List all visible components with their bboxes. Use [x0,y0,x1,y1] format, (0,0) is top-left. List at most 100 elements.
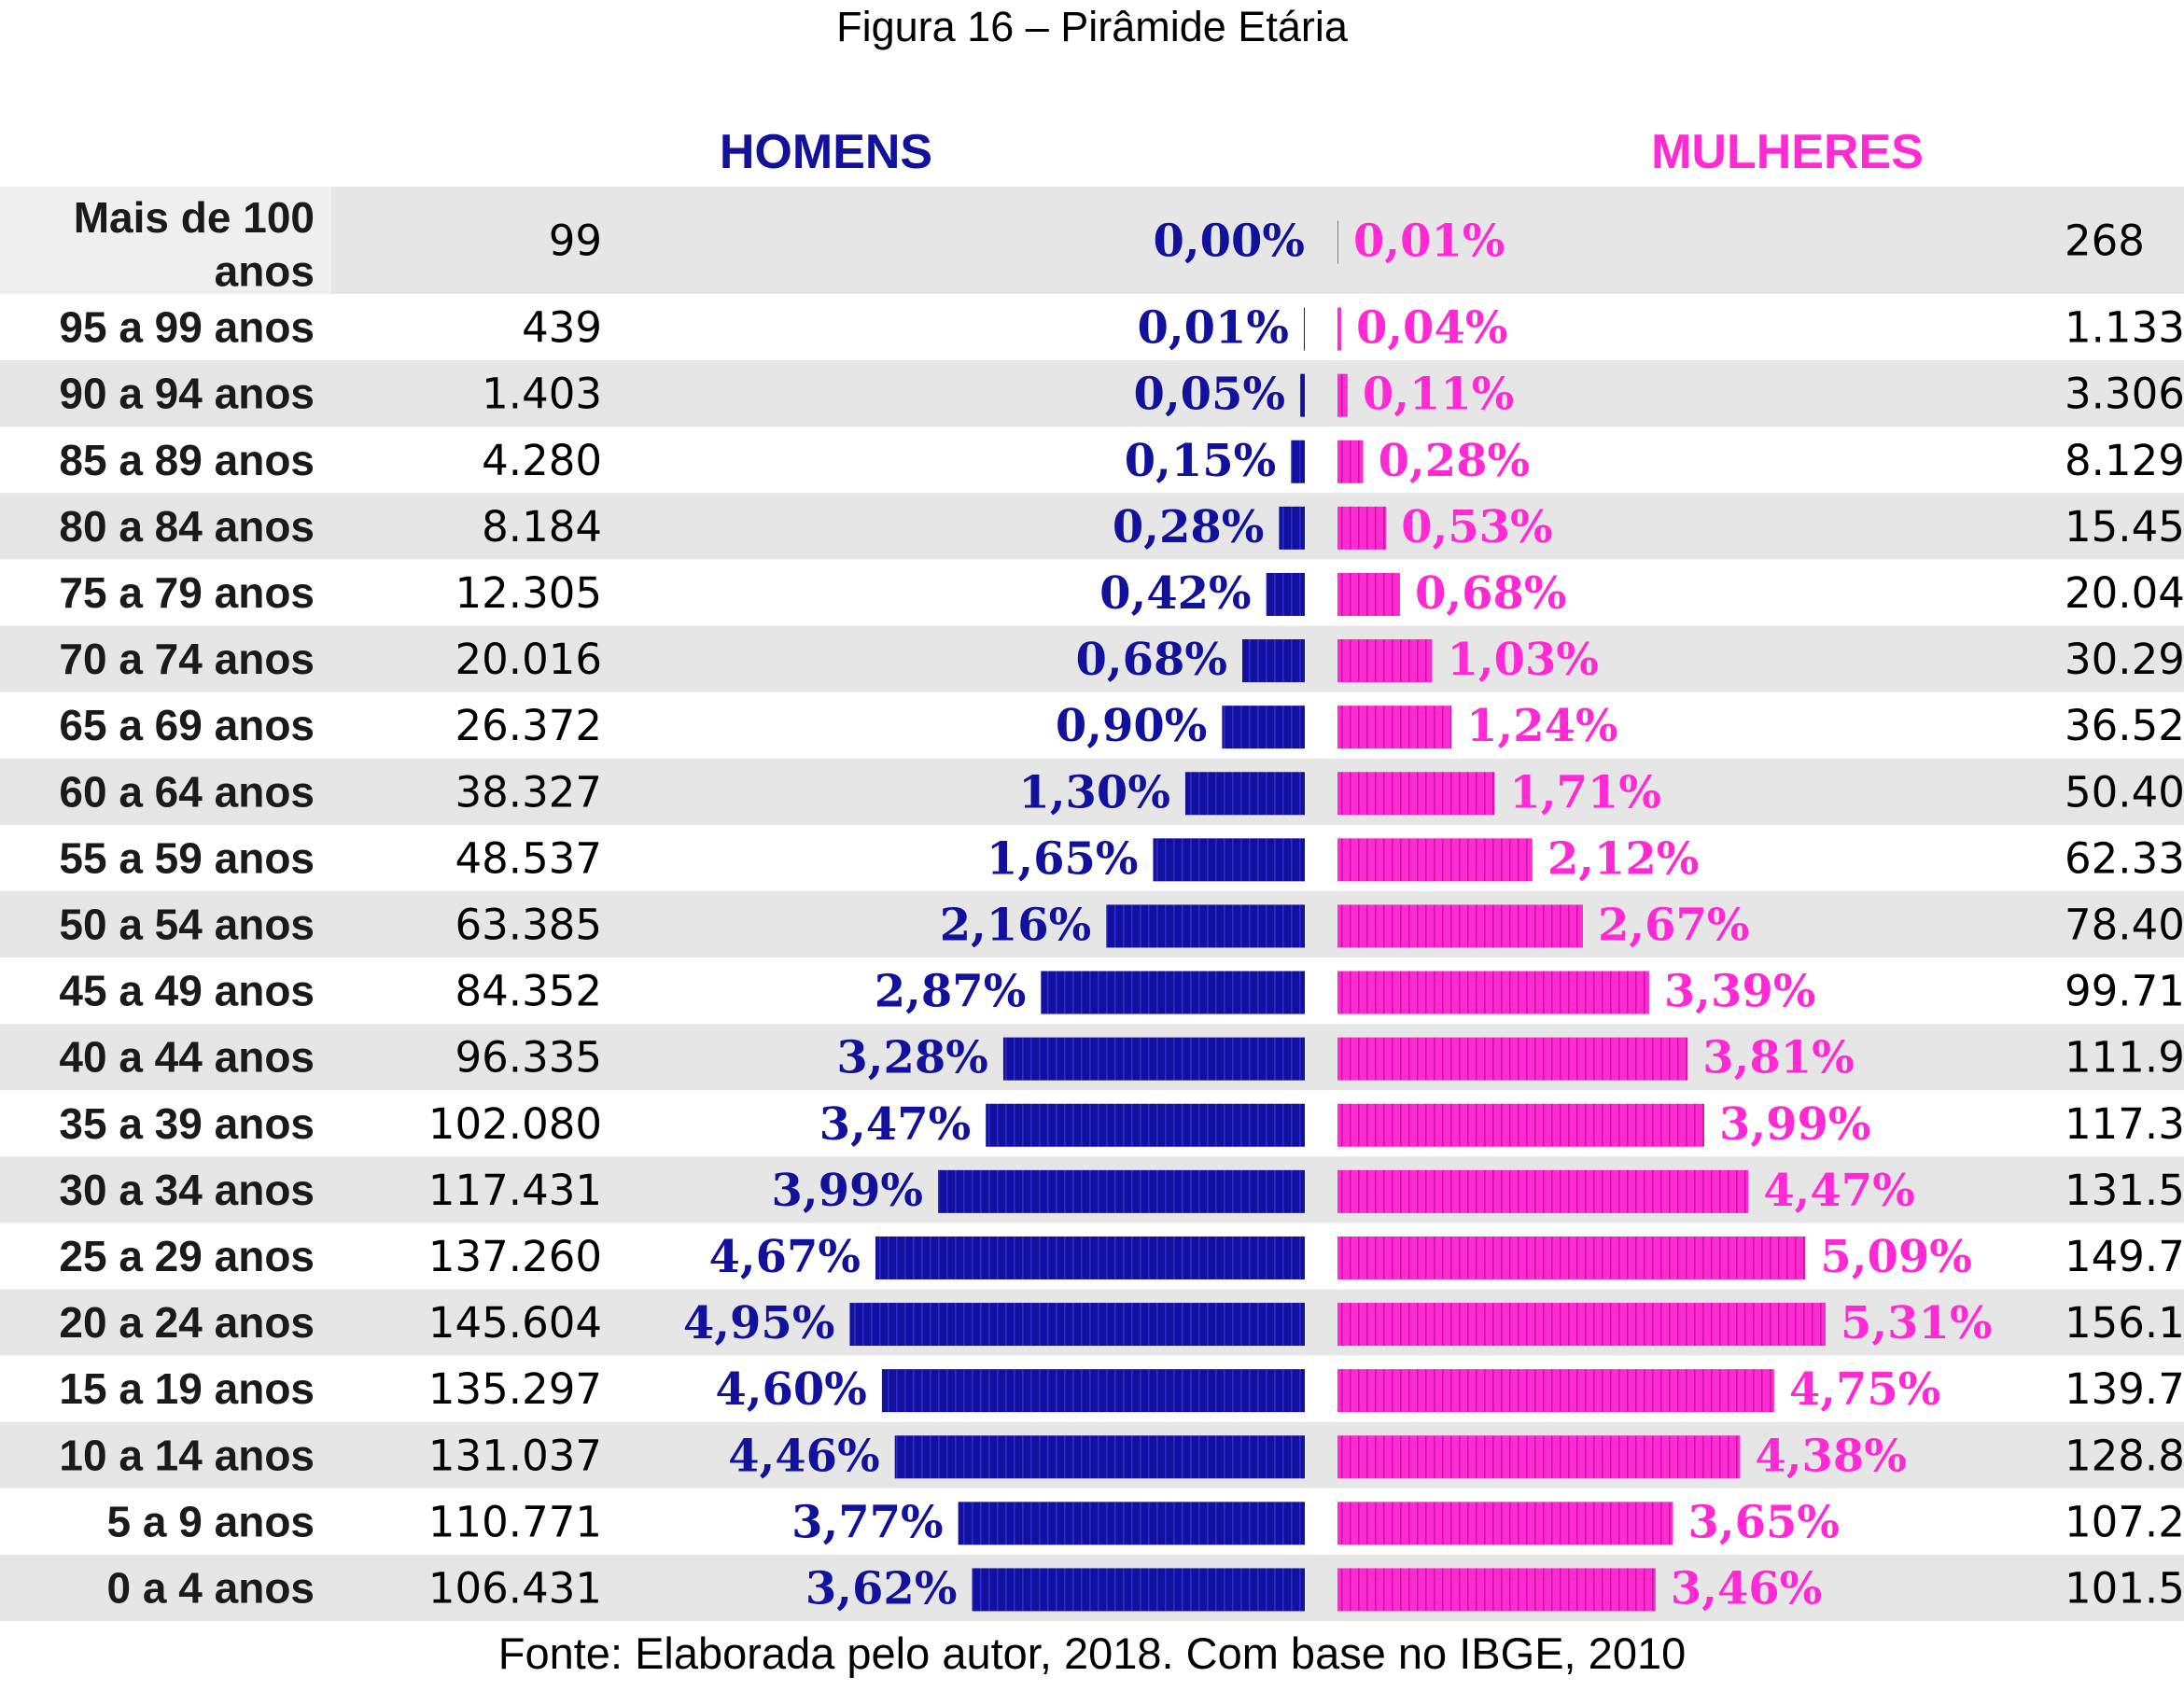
men-count: 439 [522,303,602,353]
men-count: 48.537 [455,833,602,883]
women-count: 149.7 [2065,1232,2184,1281]
age-label: 35 a 39 anos [59,1099,315,1148]
women-percent-label: 4,75% [1789,1363,1941,1416]
men-bar [849,1303,1305,1347]
men-count: 131.037 [428,1431,602,1480]
women-percent-label: 3,99% [1719,1098,1871,1151]
row-stripe [0,493,2184,560]
men-percent-label: 4,67% [708,1231,861,1283]
figure-title: Figura 16 – Pirâmide Etária [836,3,1348,50]
women-count: 268 [2065,217,2145,266]
women-bar [1337,1169,1749,1213]
age-label: 95 a 99 anos [59,303,315,352]
men-percent-label: 0,90% [1056,700,1208,752]
men-count: 12.305 [455,568,602,618]
women-count: 131.5 [2065,1166,2184,1215]
men-percent-label: 0,68% [1076,634,1228,686]
men-percent-label: 3,47% [819,1098,972,1151]
age-label: 65 a 69 anos [59,701,315,749]
women-percent-label: 2,67% [1598,899,1750,951]
women-bar [1337,373,1348,417]
women-count: 30.29 [2065,635,2184,684]
men-bar [1106,904,1305,948]
men-count: 117.431 [428,1166,602,1215]
women-bar [1337,1369,1774,1413]
men-percent-label: 3,77% [791,1496,944,1548]
women-percent-label: 3,65% [1688,1496,1841,1548]
men-percent-label: 3,28% [836,1032,988,1084]
men-bar [1266,572,1305,616]
men-count: 63.385 [455,900,602,949]
men-percent-label: 0,01% [1137,302,1289,355]
women-count: 156.1 [2065,1298,2184,1348]
men-bar [875,1236,1305,1279]
women-count: 111.9 [2065,1033,2184,1083]
men-percent-label: 0,00% [1153,216,1305,268]
age-label: 85 a 89 anos [59,436,315,484]
men-bar [1184,772,1305,816]
women-bar [1337,1103,1705,1147]
age-label: 75 a 79 anos [59,568,315,617]
men-count: 84.352 [455,967,602,1016]
age-label: 50 a 54 anos [59,900,315,948]
men-bar [958,1502,1305,1545]
women-bar [1337,307,1341,351]
women-bar [1337,1502,1673,1545]
men-count: 1.403 [482,370,602,419]
men-bar [1300,373,1305,417]
women-percent-label: 0,04% [1356,302,1508,355]
men-bar [1304,307,1305,351]
women-count: 78.40 [2065,900,2184,949]
age-label: 0 a 4 anos [107,1563,315,1612]
women-bar [1337,1037,1688,1081]
women-header: MULHERES [1651,125,1924,179]
men-percent-label: 1,30% [1018,766,1170,818]
men-count: 8.184 [482,502,602,552]
men-bar [894,1435,1305,1479]
women-count: 20.04 [2065,568,2184,618]
men-count: 102.080 [428,1099,602,1149]
women-bar [1337,1236,1806,1279]
women-percent-label: 4,47% [1763,1165,1915,1217]
men-bar [1279,506,1305,550]
women-bar [1337,838,1533,882]
women-percent-label: 3,39% [1664,966,1816,1018]
row-stripe [0,360,2184,427]
age-label: 15 a 19 anos [59,1364,315,1413]
women-percent-label: 5,31% [1841,1297,1993,1349]
women-percent-label: 0,11% [1363,369,1515,421]
women-bar [1337,1303,1827,1347]
age-label: 40 a 44 anos [59,1033,315,1082]
women-bar [1337,506,1387,550]
men-bar [1002,1037,1305,1081]
row-stripe [0,890,2184,957]
men-bar [881,1369,1305,1413]
women-percent-label: 0,28% [1379,435,1531,487]
age-label: 20 a 24 anos [59,1298,315,1347]
women-bar [1337,1568,1656,1612]
men-percent-label: 0,15% [1125,435,1277,487]
women-count: 139.7 [2065,1364,2184,1414]
row-stripe [0,758,2184,825]
women-count: 117.3 [2065,1099,2184,1149]
men-percent-label: 4,46% [728,1430,880,1482]
men-count: 20.016 [455,635,602,684]
row-stripe [331,187,2184,294]
women-bar [1337,1435,1741,1479]
age-label: Mais de 100 anos [74,193,315,296]
men-percent-label: 0,42% [1099,567,1252,620]
men-count: 26.372 [455,701,602,750]
men-percent-label: 3,99% [771,1165,923,1217]
women-count: 3.306 [2065,370,2184,419]
women-percent-label: 1,03% [1447,634,1599,686]
men-header: HOMENS [719,125,933,179]
women-percent-label: 3,81% [1702,1032,1855,1084]
age-label: 25 a 29 anos [59,1232,315,1280]
women-percent-label: 2,12% [1547,832,1700,885]
men-percent-label: 4,95% [683,1297,835,1349]
women-percent-label: 1,24% [1466,700,1618,752]
men-percent-label: 3,62% [805,1562,958,1614]
women-bar [1337,971,1649,1014]
women-percent-label: 0,53% [1401,501,1553,553]
